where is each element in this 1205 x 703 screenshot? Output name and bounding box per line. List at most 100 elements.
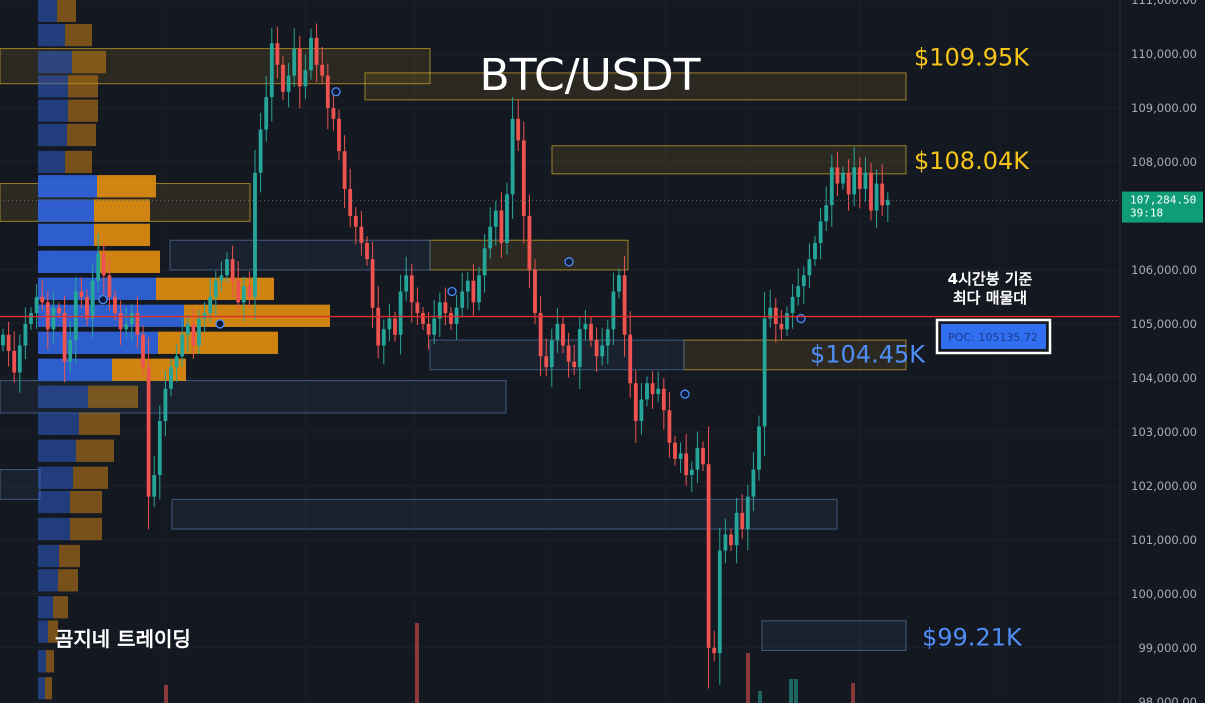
candle-body[interactable]	[869, 172, 873, 211]
candle-body[interactable]	[645, 383, 649, 400]
candle-body[interactable]	[745, 496, 750, 530]
candle-body[interactable]	[152, 475, 157, 497]
candle-body[interactable]	[409, 275, 414, 303]
candle-body[interactable]	[785, 313, 789, 330]
candle-body[interactable]	[365, 242, 369, 260]
candle-body[interactable]	[135, 313, 140, 335]
candle-body[interactable]	[174, 356, 179, 368]
candles[interactable]	[1, 23, 890, 689]
candle-body[interactable]	[96, 253, 101, 281]
candle-body[interactable]	[359, 226, 364, 243]
candle-body[interactable]	[499, 210, 504, 243]
candle-body[interactable]	[185, 323, 190, 335]
candle-body[interactable]	[443, 302, 448, 314]
candle-body[interactable]	[790, 296, 795, 314]
candle-body[interactable]	[465, 280, 470, 292]
candle-body[interactable]	[516, 118, 521, 141]
candle-body[interactable]	[617, 275, 621, 292]
candle-body[interactable]	[773, 307, 778, 324]
candle-body[interactable]	[633, 383, 638, 422]
candle-body[interactable]	[398, 291, 403, 335]
candle-body[interactable]	[264, 97, 269, 130]
candle-body[interactable]	[51, 307, 56, 330]
candle-body[interactable]	[236, 280, 241, 303]
candle-body[interactable]	[639, 399, 644, 422]
candle-body[interactable]	[348, 188, 353, 216]
candle-body[interactable]	[712, 647, 717, 654]
candle-body[interactable]	[415, 302, 420, 314]
candle-body[interactable]	[129, 313, 134, 324]
candle-body[interactable]	[796, 286, 801, 297]
candle-body[interactable]	[533, 269, 537, 314]
candle-body[interactable]	[45, 302, 50, 330]
candle-body[interactable]	[829, 167, 834, 206]
candle-body[interactable]	[611, 291, 616, 330]
candle-body[interactable]	[589, 323, 593, 341]
candle-body[interactable]	[751, 469, 756, 497]
candle-body[interactable]	[73, 291, 78, 341]
candle-body[interactable]	[600, 345, 605, 357]
candle-body[interactable]	[286, 75, 291, 92]
candle-body[interactable]	[505, 194, 509, 243]
candle-body[interactable]	[101, 253, 106, 276]
candle-body[interactable]	[852, 167, 857, 195]
candle-body[interactable]	[107, 275, 112, 297]
candle-body[interactable]	[197, 318, 201, 346]
candle-body[interactable]	[213, 280, 218, 297]
candle-body[interactable]	[253, 172, 257, 297]
candle-body[interactable]	[673, 442, 677, 459]
candle-body[interactable]	[6, 334, 11, 351]
candle-body[interactable]	[835, 167, 840, 184]
candle-body[interactable]	[561, 323, 565, 346]
candle-body[interactable]	[863, 172, 868, 189]
candle-body[interactable]	[353, 215, 358, 227]
candle-body[interactable]	[857, 167, 862, 189]
candle-body[interactable]	[454, 307, 459, 324]
candle-body[interactable]	[493, 210, 498, 227]
candle-body[interactable]	[118, 313, 123, 330]
candle-body[interactable]	[376, 307, 381, 346]
candle-body[interactable]	[779, 323, 784, 330]
candle-body[interactable]	[258, 129, 263, 173]
candle-body[interactable]	[202, 313, 207, 319]
candle-body[interactable]	[90, 280, 95, 319]
candle-body[interactable]	[62, 313, 67, 362]
candle-body[interactable]	[23, 323, 28, 346]
candle-body[interactable]	[510, 118, 515, 195]
candle-body[interactable]	[12, 350, 17, 373]
candle-body[interactable]	[460, 291, 465, 308]
candle-body[interactable]	[757, 426, 761, 470]
candle-body[interactable]	[85, 296, 89, 319]
candle-body[interactable]	[337, 118, 341, 152]
candle-body[interactable]	[768, 307, 773, 319]
candle-body[interactable]	[555, 323, 560, 341]
candle-body[interactable]	[40, 296, 45, 303]
candle-body[interactable]	[667, 410, 672, 443]
candle-body[interactable]	[880, 183, 885, 206]
candle-body[interactable]	[320, 64, 325, 76]
candle-body[interactable]	[729, 534, 733, 546]
candle-body[interactable]	[180, 334, 185, 357]
candle-body[interactable]	[449, 313, 453, 324]
candle-body[interactable]	[594, 340, 599, 357]
candle-body[interactable]	[717, 550, 722, 654]
candle-body[interactable]	[471, 280, 476, 303]
candle-body[interactable]	[818, 221, 823, 243]
candle-body[interactable]	[17, 345, 22, 373]
candle-body[interactable]	[538, 313, 543, 357]
candle-body[interactable]	[622, 275, 627, 335]
candle-body[interactable]	[544, 356, 549, 368]
candle-body[interactable]	[219, 275, 224, 281]
candle-body[interactable]	[281, 64, 285, 92]
candle-body[interactable]	[146, 367, 151, 497]
candle-body[interactable]	[29, 313, 33, 324]
candle-body[interactable]	[689, 469, 694, 476]
candle-body[interactable]	[292, 48, 297, 76]
candle-body[interactable]	[661, 388, 666, 411]
candle-body[interactable]	[885, 199, 890, 206]
candle-body[interactable]	[57, 307, 61, 314]
candle-body[interactable]	[740, 512, 745, 530]
candle-body[interactable]	[521, 140, 526, 216]
candle-body[interactable]	[846, 172, 851, 195]
